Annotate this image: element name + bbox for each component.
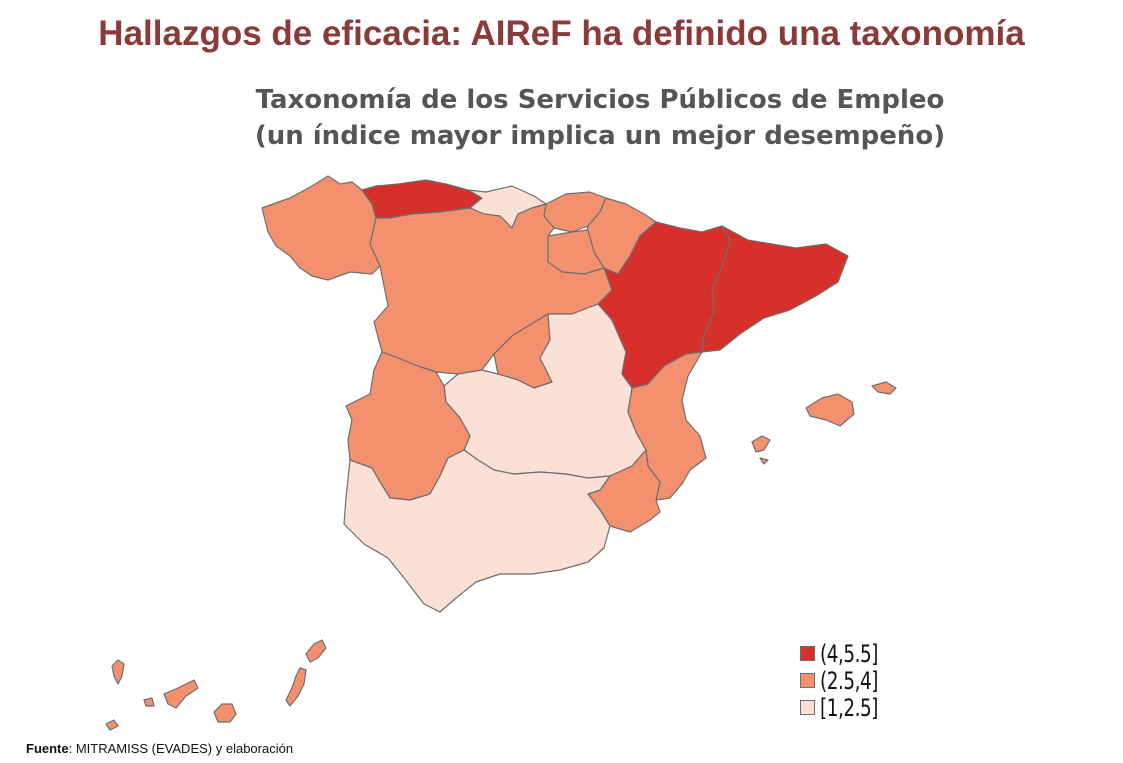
map-title: Taxonomía de los Servicios Públicos de E… — [180, 82, 1020, 154]
legend-item-mid: (2.5,4] — [800, 666, 888, 695]
legend-swatch-mid — [800, 673, 815, 688]
map-legend: (4,5.5] (2.5,4] [1,2.5] — [800, 639, 888, 722]
region-baleares-menorca — [871, 381, 897, 395]
region-canarias-gran-canaria — [213, 703, 237, 723]
region-baleares-formentera — [759, 457, 769, 465]
region-cataluna — [701, 225, 849, 353]
map-title-line-2: (un índice mayor implica un mejor desemp… — [254, 121, 946, 151]
slide-title: Hallazgos de eficacia: AIReF ha definido… — [98, 14, 1025, 53]
legend-item-high: (4,5.5] — [800, 639, 888, 668]
region-canarias-el-hierro — [105, 719, 119, 731]
legend-label-mid: (2.5,4] — [820, 666, 879, 695]
legend-swatch-low — [800, 700, 815, 715]
region-canarias-fuerteventura — [285, 667, 307, 707]
legend-label-low: [1,2.5] — [820, 693, 879, 722]
legend-item-low: [1,2.5] — [800, 693, 888, 722]
region-canarias-tenerife — [163, 679, 199, 709]
region-baleares-mallorca — [805, 393, 855, 427]
legend-swatch-high — [800, 646, 815, 661]
legend-label-high: (4,5.5] — [820, 639, 879, 668]
region-galicia — [261, 175, 381, 281]
region-canarias-la-gomera — [143, 697, 155, 707]
region-canarias-la-palma — [111, 659, 125, 685]
region-canarias-lanzarote — [305, 639, 327, 663]
source-note: Fuente: MITRAMISS (EVADES) y elaboración — [26, 741, 293, 756]
region-andalucia — [343, 449, 611, 613]
map-title-line-1: Taxonomía de los Servicios Públicos de E… — [255, 85, 945, 115]
source-label: Fuente — [26, 741, 69, 756]
source-text: : MITRAMISS (EVADES) y elaboración — [68, 741, 294, 756]
region-baleares-ibiza — [751, 435, 771, 453]
